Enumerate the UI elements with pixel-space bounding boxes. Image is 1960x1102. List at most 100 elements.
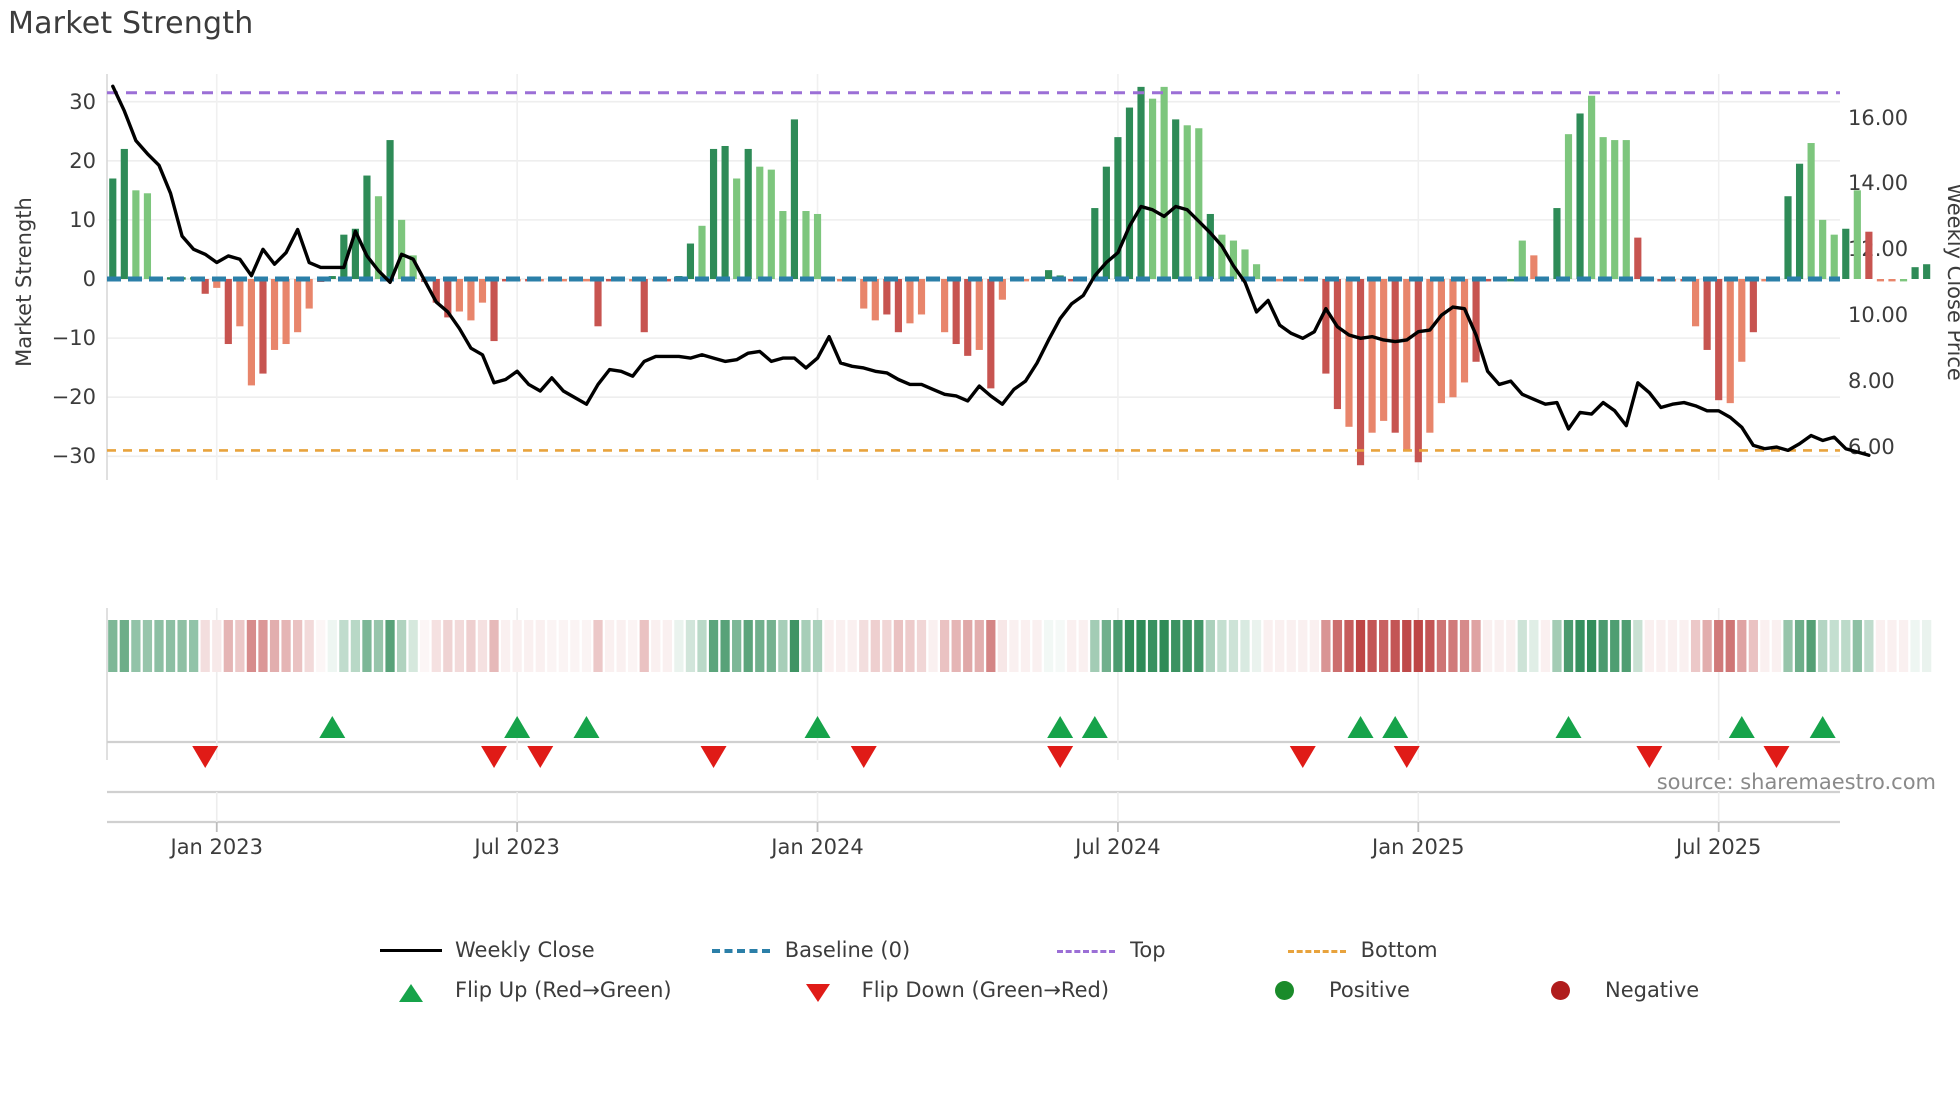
legend-label: Baseline (0) xyxy=(784,938,911,962)
legend-item-top[interactable]: Top xyxy=(1055,930,1166,970)
strength-bar xyxy=(1634,237,1642,279)
heatmap-cell xyxy=(420,620,430,672)
flip-down-marker[interactable] xyxy=(1393,746,1420,768)
heatmap-cell xyxy=(223,620,233,672)
flip-up-marker[interactable] xyxy=(504,716,531,738)
legend-item-flip-up[interactable]: Flip Up (Red→Green) xyxy=(380,970,672,1010)
heatmap-cell xyxy=(766,620,776,672)
heatmap-cell xyxy=(581,620,592,672)
heatmap-cell xyxy=(1563,620,1574,672)
strength-bar xyxy=(917,279,926,315)
flip-down-marker[interactable] xyxy=(481,746,508,768)
flip-down-marker[interactable] xyxy=(192,746,219,768)
strength-bar xyxy=(1703,279,1711,350)
heatmap-cell xyxy=(1413,620,1423,672)
heatmap-cell xyxy=(1725,620,1735,672)
heatmap-cell xyxy=(986,620,996,672)
flip-up-marker[interactable] xyxy=(1555,716,1582,738)
heatmap-cell xyxy=(1806,620,1816,672)
strength-bar xyxy=(1391,279,1399,433)
heatmap-cell xyxy=(304,620,314,672)
legend-item-baseline[interactable]: Baseline (0) xyxy=(710,930,910,970)
heatmap-cell xyxy=(1667,620,1678,672)
strength-bar xyxy=(1414,279,1422,463)
heatmap-cell xyxy=(651,620,661,672)
heatmap-cell xyxy=(524,620,534,672)
heatmap-cell xyxy=(443,620,453,672)
flip-up-marker[interactable] xyxy=(319,716,346,738)
strength-bar xyxy=(1564,134,1573,279)
line-icon xyxy=(380,940,442,960)
heatmap-cell xyxy=(1575,620,1585,672)
heatmap-cell xyxy=(235,620,245,672)
strength-bar xyxy=(201,279,209,294)
legend-row: Flip Up (Red→Green) Flip Down (Green→Red)… xyxy=(0,970,1960,1010)
strength-bar xyxy=(1206,213,1214,279)
flip-down-marker[interactable] xyxy=(1047,746,1074,768)
strength-bar xyxy=(1345,279,1353,427)
strength-bar xyxy=(1738,279,1746,362)
flip-up-marker[interactable] xyxy=(1081,716,1108,738)
heatmap-cell xyxy=(951,620,961,672)
flip-up-marker[interactable] xyxy=(573,716,600,738)
strength-bar xyxy=(941,279,949,333)
flip-up-marker[interactable] xyxy=(1347,716,1374,738)
strength-bar xyxy=(767,169,775,279)
flip-up-marker[interactable] xyxy=(1047,716,1074,738)
circle-icon xyxy=(1530,980,1592,1000)
strength-bar xyxy=(987,279,995,389)
strength-bar xyxy=(1172,119,1180,279)
heatmap-cell xyxy=(258,620,268,672)
heatmap-cell xyxy=(1864,620,1874,672)
heatmap-cell xyxy=(1159,620,1169,672)
weekly-close-line xyxy=(111,84,1871,457)
heatmap-cell xyxy=(1171,620,1181,672)
heatmap-cell xyxy=(396,620,407,672)
flip-up-marker[interactable] xyxy=(1809,716,1836,738)
strength-bar xyxy=(1403,279,1411,451)
heatmap-cell xyxy=(212,620,222,672)
heatmap-cell xyxy=(1448,620,1458,672)
strength-bar xyxy=(1299,279,1307,282)
flip-down-marker[interactable] xyxy=(1289,746,1316,768)
strength-bar xyxy=(1657,279,1665,282)
strength-bar xyxy=(1888,279,1896,282)
heatmap-cell xyxy=(905,620,915,672)
flip-down-marker[interactable] xyxy=(1763,746,1790,768)
strength-bar xyxy=(860,279,868,309)
flip-up-marker[interactable] xyxy=(1728,716,1755,738)
flip-down-marker[interactable] xyxy=(1636,746,1663,768)
strength-bar xyxy=(1749,279,1757,333)
heatmap-cell xyxy=(1922,620,1932,672)
heatmap-cell xyxy=(131,620,141,672)
flip-down-marker[interactable] xyxy=(527,746,554,768)
heatmap-cell xyxy=(1517,620,1527,672)
legend-item-bottom[interactable]: Bottom xyxy=(1286,930,1438,970)
strength-bar xyxy=(490,279,498,342)
heatmap-cell xyxy=(1032,620,1042,672)
legend-item-weekly-close[interactable]: Weekly Close xyxy=(380,930,595,970)
strength-bar xyxy=(1449,279,1457,398)
strength-bar xyxy=(802,211,810,279)
flip-down-marker[interactable] xyxy=(700,746,727,768)
legend-item-positive[interactable]: Positive xyxy=(1254,970,1410,1010)
flip-up-marker[interactable] xyxy=(804,716,831,738)
heatmap-cell xyxy=(824,620,834,672)
heatmap-cell xyxy=(1841,620,1851,672)
heatmap-cell xyxy=(200,620,210,672)
flip-up-marker[interactable] xyxy=(1382,716,1409,738)
chart-legend: Weekly Close Baseline (0) Top Bottom Flip Up… xyxy=(0,930,1960,1010)
strength-bar xyxy=(340,234,348,279)
strength-bar xyxy=(1923,264,1931,279)
heatmap-cell xyxy=(1494,620,1504,672)
legend-label: Bottom xyxy=(1360,938,1438,962)
legend-item-flip-down[interactable]: Flip Down (Green→Red) xyxy=(787,970,1109,1010)
flip-down-marker[interactable] xyxy=(850,746,877,768)
strength-bar xyxy=(1160,86,1168,279)
y-axis-left-tick: −20 xyxy=(51,385,96,410)
heatmap-cell xyxy=(142,620,153,672)
heatmap-cell xyxy=(177,620,187,672)
heatmap-cell xyxy=(1436,620,1447,672)
legend-item-negative[interactable]: Negative xyxy=(1530,970,1699,1010)
heatmap-cell xyxy=(119,620,129,672)
